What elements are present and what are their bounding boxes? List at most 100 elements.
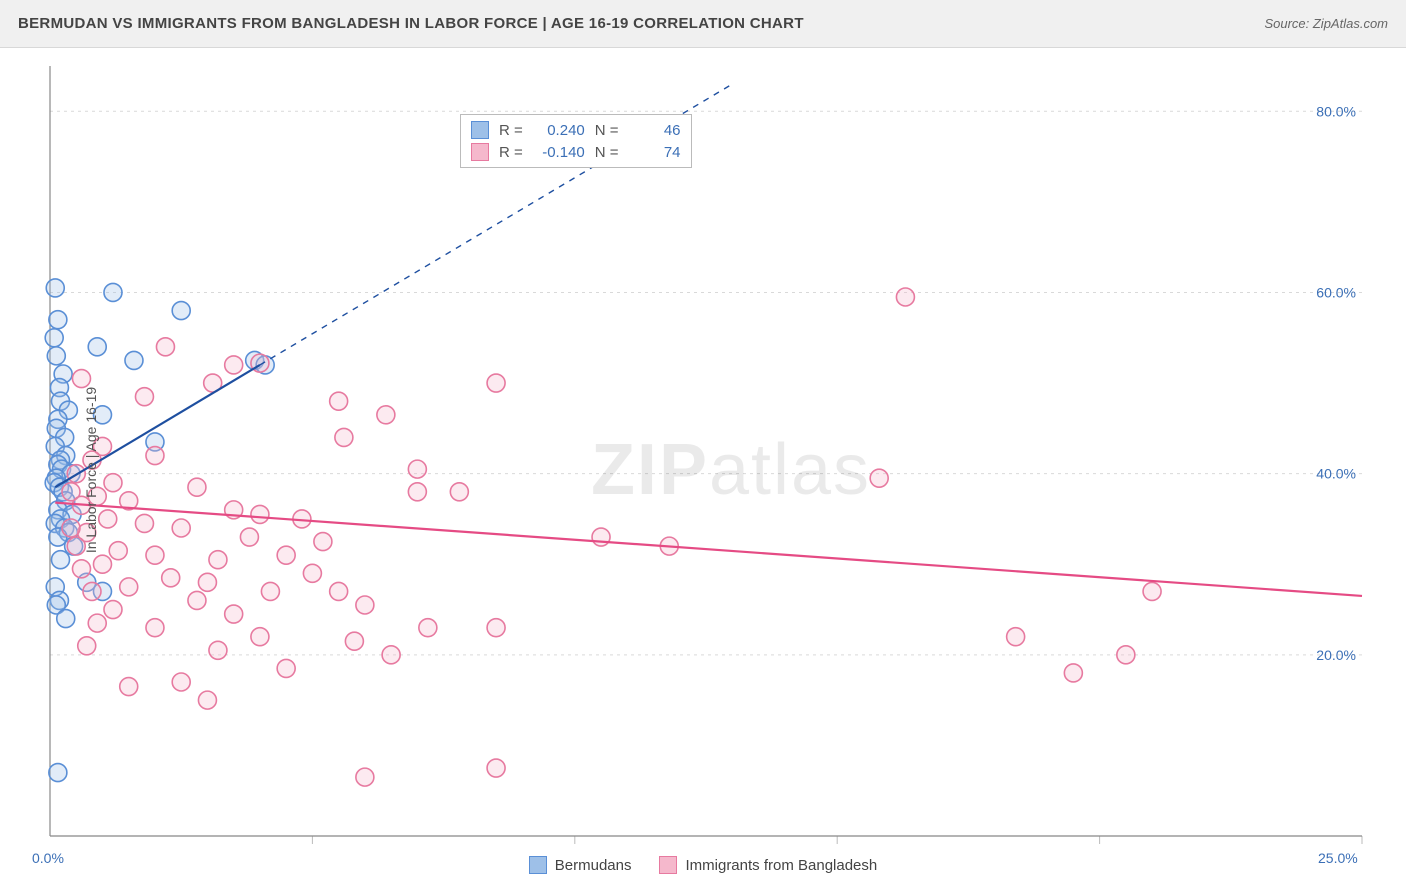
data-point <box>72 370 90 388</box>
data-point <box>188 591 206 609</box>
r-value: -0.140 <box>533 144 585 161</box>
data-point <box>49 764 67 782</box>
data-point <box>72 560 90 578</box>
data-point <box>251 505 269 523</box>
data-point <box>104 474 122 492</box>
data-point <box>335 428 353 446</box>
data-point <box>408 483 426 501</box>
data-point <box>88 614 106 632</box>
data-point <box>330 392 348 410</box>
data-point <box>487 374 505 392</box>
data-point <box>251 628 269 646</box>
source-label: Source: ZipAtlas.com <box>1264 16 1388 31</box>
data-point <box>277 659 295 677</box>
data-point <box>62 519 80 537</box>
data-point <box>135 514 153 532</box>
data-point <box>172 302 190 320</box>
legend-swatch <box>471 143 489 161</box>
data-point <box>382 646 400 664</box>
data-point <box>162 569 180 587</box>
scatter-chart: 20.0% 40.0% 60.0% 80.0% <box>0 48 1406 892</box>
stats-row: R = 0.240 N = 46 <box>471 119 681 141</box>
data-point <box>225 605 243 623</box>
data-point <box>870 469 888 487</box>
data-point <box>198 573 216 591</box>
r-label: R = <box>499 122 523 139</box>
legend-item: Bermudans <box>529 856 632 874</box>
legend-swatch <box>529 856 547 874</box>
correlation-stats-box: R = 0.240 N = 46 R = -0.140 N = 74 <box>460 114 692 168</box>
data-point <box>45 329 63 347</box>
data-point <box>51 551 69 569</box>
data-point <box>592 528 610 546</box>
data-point <box>125 351 143 369</box>
data-point <box>225 356 243 374</box>
r-value: 0.240 <box>533 122 585 139</box>
data-point <box>135 388 153 406</box>
data-point <box>146 546 164 564</box>
stats-row: R = -0.140 N = 74 <box>471 141 681 163</box>
data-point <box>377 406 395 424</box>
legend-label: Bermudans <box>555 857 632 874</box>
data-point <box>146 619 164 637</box>
data-point <box>146 447 164 465</box>
data-point <box>83 582 101 600</box>
data-point <box>419 619 437 637</box>
legend-item: Immigrants from Bangladesh <box>659 856 877 874</box>
y-tick-label: 60.0% <box>1316 284 1356 300</box>
y-tick-label: 20.0% <box>1316 647 1356 663</box>
data-point <box>277 546 295 564</box>
trend-line <box>55 503 1362 596</box>
legend-swatch <box>471 121 489 139</box>
data-point <box>99 510 117 528</box>
data-point <box>314 533 332 551</box>
data-point <box>172 519 190 537</box>
data-point <box>109 542 127 560</box>
data-point <box>303 564 321 582</box>
data-point <box>57 610 75 628</box>
data-point <box>47 347 65 365</box>
data-point <box>345 632 363 650</box>
n-value: 74 <box>629 144 681 161</box>
data-point <box>450 483 468 501</box>
data-point <box>120 578 138 596</box>
data-point <box>172 673 190 691</box>
data-point <box>261 582 279 600</box>
data-point <box>356 768 374 786</box>
y-axis-label: In Labor Force | Age 16-19 <box>83 387 99 553</box>
data-point <box>1064 664 1082 682</box>
y-tick-label: 80.0% <box>1316 103 1356 119</box>
data-point <box>46 279 64 297</box>
data-point <box>120 678 138 696</box>
data-point <box>88 338 106 356</box>
data-point <box>487 619 505 637</box>
data-point <box>104 601 122 619</box>
data-point <box>198 691 216 709</box>
data-point <box>93 555 111 573</box>
data-point <box>188 478 206 496</box>
chart-area: In Labor Force | Age 16-19 ZIPatlas 20.0… <box>0 48 1406 892</box>
n-label: N = <box>595 122 619 139</box>
data-point <box>209 641 227 659</box>
data-point <box>1007 628 1025 646</box>
data-point <box>408 460 426 478</box>
data-point <box>1143 582 1161 600</box>
data-point <box>487 759 505 777</box>
title-bar: BERMUDAN VS IMMIGRANTS FROM BANGLADESH I… <box>0 0 1406 48</box>
data-point <box>104 283 122 301</box>
data-point <box>356 596 374 614</box>
legend-swatch <box>659 856 677 874</box>
data-point <box>209 551 227 569</box>
n-label: N = <box>595 144 619 161</box>
data-point <box>1117 646 1135 664</box>
data-point <box>49 311 67 329</box>
data-point <box>156 338 174 356</box>
legend-label: Immigrants from Bangladesh <box>685 857 877 874</box>
n-value: 46 <box>629 122 681 139</box>
data-point <box>240 528 258 546</box>
series-legend: Bermudans Immigrants from Bangladesh <box>0 856 1406 874</box>
r-label: R = <box>499 144 523 161</box>
y-tick-label: 40.0% <box>1316 466 1356 482</box>
chart-title: BERMUDAN VS IMMIGRANTS FROM BANGLADESH I… <box>18 15 804 32</box>
data-point <box>330 582 348 600</box>
